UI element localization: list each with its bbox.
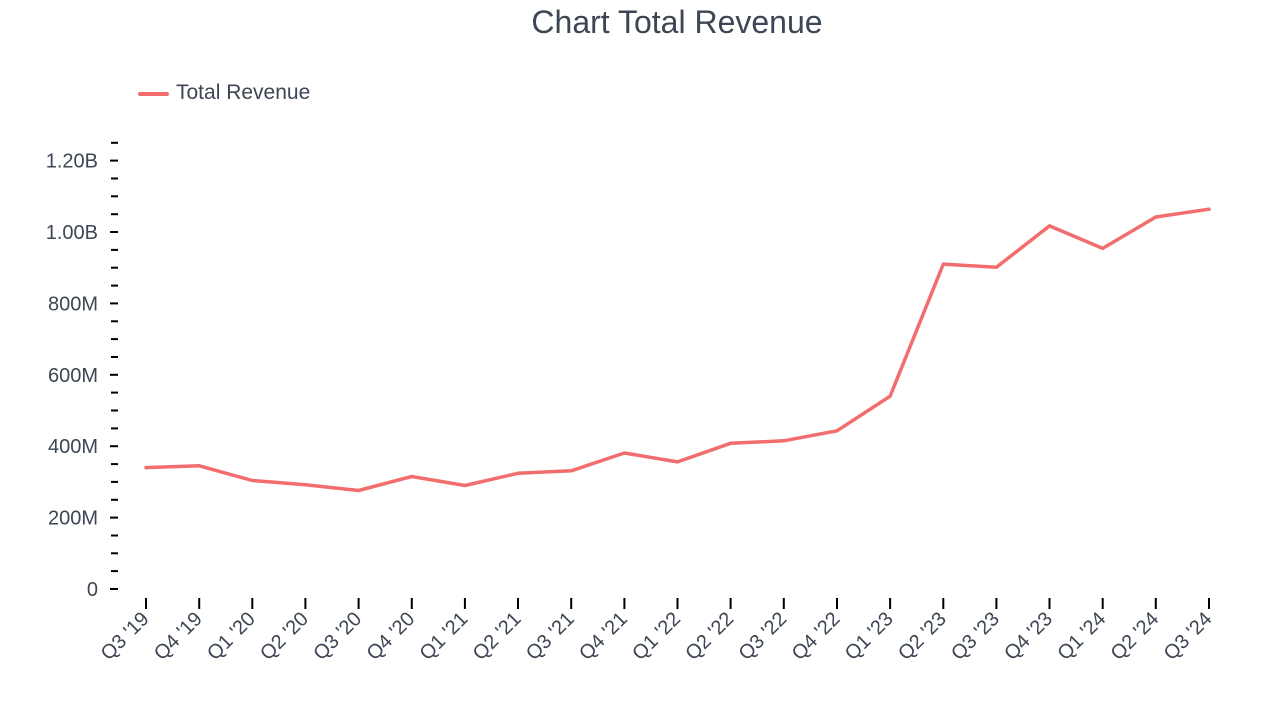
x-tick-label: Q1 '20 bbox=[203, 608, 260, 665]
data-point bbox=[622, 451, 626, 455]
series-line-total-revenue bbox=[144, 207, 1211, 493]
legend: Total Revenue bbox=[138, 81, 310, 104]
x-tick-label: Q3 '19 bbox=[97, 608, 154, 665]
x-tick-label: Q2 '20 bbox=[256, 608, 313, 665]
data-point bbox=[1101, 246, 1105, 250]
x-tick-label: Q3 '20 bbox=[309, 608, 366, 665]
x-tick-label: Q2 '24 bbox=[1107, 608, 1164, 665]
data-point bbox=[197, 464, 201, 468]
x-tick-label: Q4 '20 bbox=[363, 608, 420, 665]
data-point bbox=[941, 262, 945, 266]
y-tick-label: 200M bbox=[48, 508, 98, 530]
data-point bbox=[144, 466, 148, 470]
x-tick-label: Q1 '23 bbox=[841, 608, 898, 665]
x-tick-label: Q2 '23 bbox=[894, 608, 951, 665]
legend-label-total-revenue: Total Revenue bbox=[176, 81, 310, 104]
chart-title: Chart Total Revenue bbox=[531, 4, 823, 40]
x-tick-label: Q3 '24 bbox=[1160, 608, 1217, 665]
data-point bbox=[888, 394, 892, 398]
x-tick-label: Q4 '19 bbox=[150, 608, 207, 665]
y-tick-label: 400M bbox=[48, 436, 98, 458]
x-tick-label: Q2 '21 bbox=[469, 608, 526, 665]
y-tick-label: 1.00B bbox=[46, 222, 98, 244]
x-tick-label: Q4 '22 bbox=[788, 608, 845, 665]
data-point bbox=[357, 489, 361, 492]
data-point bbox=[994, 265, 998, 269]
y-tick-label: 0 bbox=[87, 579, 98, 601]
y-axis: 0 200M 400M 600M 800M 1.00B 1.20B bbox=[46, 141, 118, 601]
x-tick-label: Q3 '23 bbox=[947, 608, 1004, 665]
x-tick-label: Q2 '22 bbox=[681, 608, 738, 665]
data-point bbox=[516, 471, 520, 475]
data-point bbox=[463, 484, 467, 487]
data-point bbox=[569, 469, 573, 473]
data-point bbox=[303, 483, 307, 487]
x-tick-label: Q1 '22 bbox=[628, 608, 685, 665]
data-point bbox=[676, 460, 679, 464]
x-tick-label: Q3 '21 bbox=[522, 608, 579, 665]
data-point bbox=[1048, 224, 1051, 228]
data-point bbox=[410, 475, 414, 478]
series-layer bbox=[144, 207, 1211, 493]
data-point bbox=[782, 439, 786, 443]
x-tick-label: Q3 '22 bbox=[735, 608, 792, 665]
data-point bbox=[1154, 215, 1158, 219]
x-tick-label: Q1 '21 bbox=[416, 608, 473, 665]
data-point bbox=[835, 429, 839, 433]
y-tick-label: 600M bbox=[48, 365, 98, 387]
x-tick-label: Q4 '23 bbox=[1000, 608, 1057, 665]
x-tick-label: Q4 '21 bbox=[575, 608, 632, 665]
y-tick-label: 800M bbox=[48, 293, 98, 315]
data-point bbox=[1207, 207, 1211, 211]
data-point bbox=[250, 479, 254, 482]
x-tick-label: Q1 '24 bbox=[1053, 608, 1110, 665]
y-tick-label: 1.20B bbox=[46, 151, 98, 173]
data-point bbox=[729, 441, 733, 445]
